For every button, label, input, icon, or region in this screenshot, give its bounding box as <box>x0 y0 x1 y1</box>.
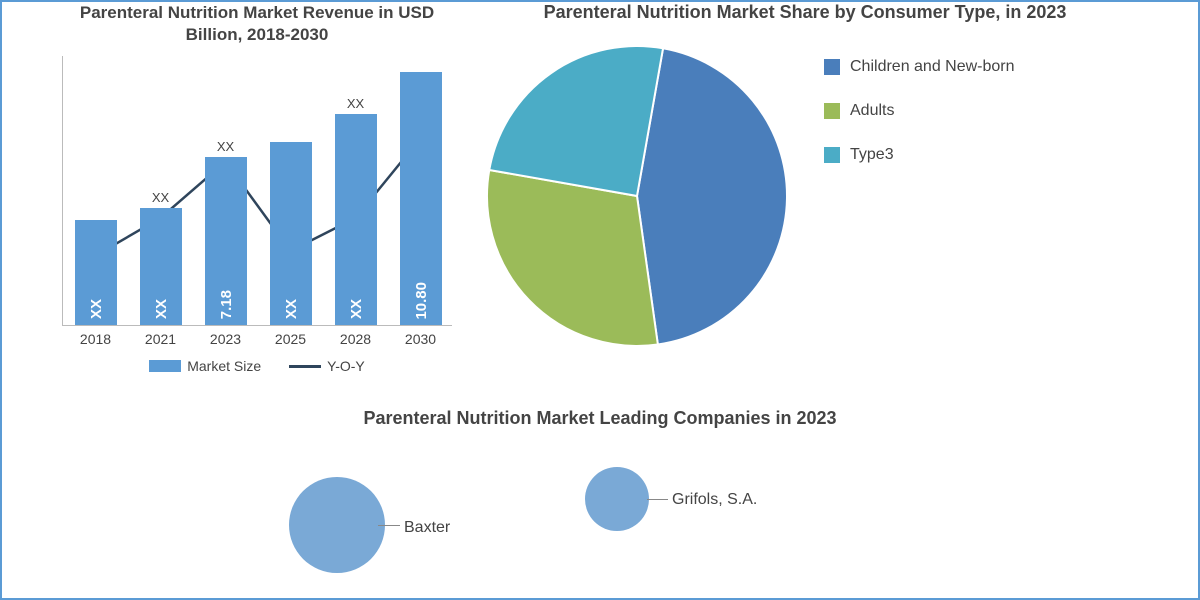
company-bubble <box>585 467 649 531</box>
legend-yoy: Y-O-Y <box>289 358 365 374</box>
bar-top-label: XX <box>217 139 234 154</box>
pie-legend-swatch <box>824 103 840 119</box>
legend-swatch-line <box>289 365 321 368</box>
legend-label-bar: Market Size <box>187 358 261 374</box>
bar-value-label: XX <box>348 299 365 319</box>
pie-legend-item: Type3 <box>824 145 1015 165</box>
pie-slice <box>489 46 663 196</box>
x-axis-tick: 2028 <box>340 331 371 347</box>
bar: 7.18XX <box>205 157 247 326</box>
bar-value-label: XX <box>283 299 300 319</box>
company-label: Grifols, S.A. <box>672 491 757 509</box>
bar: XX <box>75 220 117 326</box>
bar: XXXX <box>335 114 377 325</box>
x-axis-tick: 2025 <box>275 331 306 347</box>
bar-chart-legend: Market Size Y-O-Y <box>62 358 452 374</box>
bar-chart-panel: Parenteral Nutrition Market Revenue in U… <box>2 2 482 402</box>
legend-label-line: Y-O-Y <box>327 358 365 374</box>
company-label: Baxter <box>404 519 450 537</box>
legend-swatch-bar <box>149 360 181 372</box>
bar: XX <box>270 142 312 325</box>
companies-bubble-row: Baxter Grifols, S.A. <box>2 459 1198 589</box>
pie-legend-swatch <box>824 147 840 163</box>
pie-chart-legend: Children and New-born Adults Type3 <box>824 57 1015 189</box>
pie-legend-item: Adults <box>824 101 1015 121</box>
x-axis-tick: 2021 <box>145 331 176 347</box>
bar-top-label: XX <box>152 190 169 205</box>
pie-legend-item: Children and New-born <box>824 57 1015 77</box>
bar: XXXX <box>140 208 182 325</box>
bar: 10.80 <box>400 72 442 326</box>
companies-title: Parenteral Nutrition Market Leading Comp… <box>2 408 1198 429</box>
pie-legend-label: Type3 <box>850 145 894 165</box>
pie-legend-label: Adults <box>850 101 894 121</box>
legend-market-size: Market Size <box>149 358 261 374</box>
pie-chart-title: Parenteral Nutrition Market Share by Con… <box>482 2 1168 23</box>
companies-panel: Parenteral Nutrition Market Leading Comp… <box>2 402 1198 589</box>
pie-slice <box>487 170 658 346</box>
bar-value-label: 7.18 <box>218 290 235 319</box>
pie-slice <box>637 48 787 344</box>
bar-top-label: XX <box>347 96 364 111</box>
bar-value-label: XX <box>88 299 105 319</box>
x-axis-tick: 2030 <box>405 331 436 347</box>
yoy-line <box>63 56 453 326</box>
bar-chart-plot: XX2018XXXX20217.18XX2023XX2025XXXX202810… <box>62 56 452 326</box>
x-axis-tick: 2018 <box>80 331 111 347</box>
bubble-leader-line <box>647 499 668 500</box>
pie-legend-label: Children and New-born <box>850 57 1015 77</box>
x-axis-tick: 2023 <box>210 331 241 347</box>
bar-value-label: XX <box>153 299 170 319</box>
pie-chart-plot <box>482 41 802 351</box>
bar-value-label: 10.80 <box>413 282 430 320</box>
pie-chart-panel: Parenteral Nutrition Market Share by Con… <box>482 2 1198 402</box>
bubble-leader-line <box>378 525 400 526</box>
bar-chart-title: Parenteral Nutrition Market Revenue in U… <box>62 2 452 46</box>
pie-legend-swatch <box>824 59 840 75</box>
company-bubble <box>289 477 385 573</box>
